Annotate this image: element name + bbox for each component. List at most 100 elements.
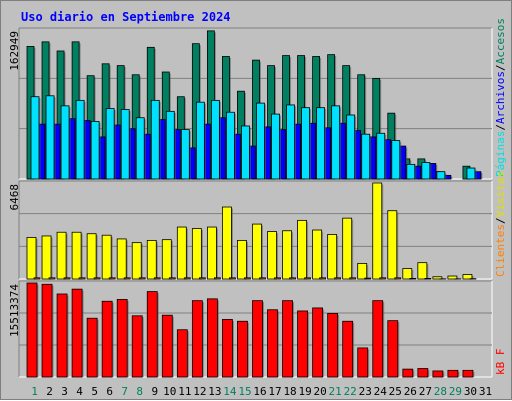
day-label-13: 13	[208, 385, 221, 398]
bar-clientes-4	[79, 278, 85, 279]
legend-item: /	[494, 64, 507, 71]
legend-item: Visitas	[494, 171, 507, 217]
bar-clientes-6	[109, 278, 115, 279]
bar-visitas-16	[252, 224, 261, 279]
day-label-31: 31	[479, 385, 492, 398]
bar-visitas-9	[147, 240, 156, 279]
bar-visitas-5	[87, 234, 96, 279]
bar-visitas-17	[268, 232, 277, 279]
bar-clientes-22	[350, 278, 356, 279]
bar-kb-f-5	[87, 318, 97, 377]
panel-top-max-label: 162949	[8, 31, 21, 71]
bar-clientes-8	[139, 278, 145, 279]
bar-kb-f-11	[177, 330, 187, 377]
day-label-28: 28	[434, 385, 447, 398]
day-label-4: 4	[76, 385, 83, 398]
panel-bottom-max-label: 15513374	[8, 284, 21, 337]
bar-visitas-7	[117, 239, 126, 279]
day-label-25: 25	[389, 385, 402, 398]
chart-title: Uso diario en Septiembre 2024	[21, 10, 231, 24]
bar-clientes-13	[214, 278, 220, 279]
day-label-10: 10	[163, 385, 176, 398]
bar-kb-f-26	[403, 369, 413, 377]
bar-visitas-13	[207, 227, 216, 279]
day-label-21: 21	[329, 385, 342, 398]
bar-clientes-19	[305, 278, 311, 279]
bar-clientes-7	[124, 278, 130, 279]
legend-item: Páginas	[494, 131, 507, 177]
bar-kb-f-10	[162, 315, 172, 377]
bar-visitas-21	[328, 234, 337, 279]
bar-p-ginas-25	[392, 141, 400, 179]
bar-kb-f-7	[117, 299, 127, 377]
day-label-18: 18	[283, 385, 296, 398]
bar-clientes-2	[49, 278, 55, 279]
bar-p-ginas-8	[136, 118, 144, 179]
panel-middle-max-label: 6468	[8, 184, 21, 211]
legend-item: Clientes	[494, 224, 507, 277]
bar-kb-f-22	[343, 321, 353, 377]
day-label-15: 15	[238, 385, 251, 398]
day-label-30: 30	[464, 385, 477, 398]
bar-visitas-10	[162, 240, 171, 279]
bar-clientes-10	[169, 278, 175, 279]
bar-kb-f-25	[388, 321, 398, 377]
bar-clientes-25	[395, 278, 401, 279]
bar-kb-f-3	[57, 294, 67, 377]
bar-visitas-14	[222, 207, 231, 279]
bar-kb-f-2	[42, 284, 52, 377]
bar-kb-f-23	[358, 348, 368, 377]
legend-item: Accesos	[494, 18, 507, 64]
panel-middle-legend: Clientes/Visitas	[494, 171, 507, 277]
bar-visitas-22	[343, 218, 352, 279]
bar-p-ginas-16	[256, 103, 264, 179]
day-label-14: 14	[223, 385, 237, 398]
legend-item: Archivos	[494, 71, 507, 124]
bar-kb-f-28	[433, 371, 443, 377]
panel-bottom-legend: kB F	[494, 349, 507, 376]
bar-kb-f-4	[72, 289, 82, 377]
bar-clientes-18	[290, 278, 296, 279]
day-label-7: 7	[121, 385, 128, 398]
day-label-29: 29	[449, 385, 462, 398]
day-label-3: 3	[61, 385, 68, 398]
bar-kb-f-24	[373, 301, 383, 377]
bar-clientes-14	[229, 278, 235, 279]
day-label-12: 12	[193, 385, 206, 398]
day-label-17: 17	[268, 385, 281, 398]
bar-p-ginas-18	[287, 105, 295, 179]
bar-kb-f-8	[132, 316, 142, 377]
bar-clientes-9	[154, 278, 160, 279]
legend-item: /	[494, 217, 507, 224]
bar-clientes-21	[335, 278, 341, 279]
day-label-8: 8	[136, 385, 143, 398]
bar-clientes-1	[34, 278, 40, 279]
bar-visitas-15	[237, 240, 246, 279]
bar-clientes-16	[259, 278, 265, 279]
bar-p-ginas-13	[211, 100, 219, 179]
bar-visitas-2	[42, 236, 51, 279]
bar-clientes-15	[244, 278, 250, 279]
bar-p-ginas-10	[166, 111, 174, 179]
bar-visitas-20	[313, 230, 322, 279]
bar-p-ginas-21	[332, 106, 340, 179]
day-label-26: 26	[404, 385, 417, 398]
legend-item: /	[494, 124, 507, 131]
bar-visitas-18	[283, 231, 292, 279]
bar-p-ginas-19	[302, 108, 310, 179]
bar-visitas-4	[72, 232, 81, 279]
bar-p-ginas-28	[437, 172, 445, 179]
bar-p-ginas-20	[317, 108, 325, 179]
bar-kb-f-21	[328, 313, 338, 377]
bar-clientes-17	[275, 278, 281, 279]
day-label-19: 19	[298, 385, 311, 398]
bar-p-ginas-22	[347, 115, 355, 179]
bar-kb-f-17	[268, 310, 278, 377]
bar-visitas-3	[57, 232, 66, 279]
legend-item: kB F	[494, 349, 507, 376]
day-label-22: 22	[344, 385, 357, 398]
bar-visitas-25	[388, 211, 397, 279]
bar-visitas-26	[403, 269, 412, 279]
